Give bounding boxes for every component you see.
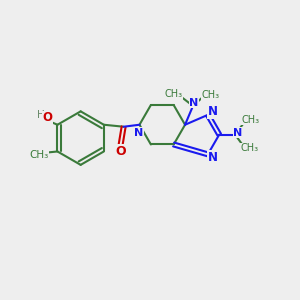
Text: O: O [115,145,126,158]
Text: H: H [37,110,44,120]
Text: CH₃: CH₃ [241,143,259,154]
Text: CH₃: CH₃ [164,89,182,99]
Text: O: O [43,111,52,124]
Text: CH₃: CH₃ [29,150,48,161]
Text: N: N [189,98,199,108]
Text: N: N [208,151,218,164]
Text: N: N [134,128,143,138]
Text: CH₃: CH₃ [242,115,260,125]
Text: N: N [233,128,243,138]
Text: CH₃: CH₃ [202,90,220,100]
Text: N: N [208,105,218,119]
